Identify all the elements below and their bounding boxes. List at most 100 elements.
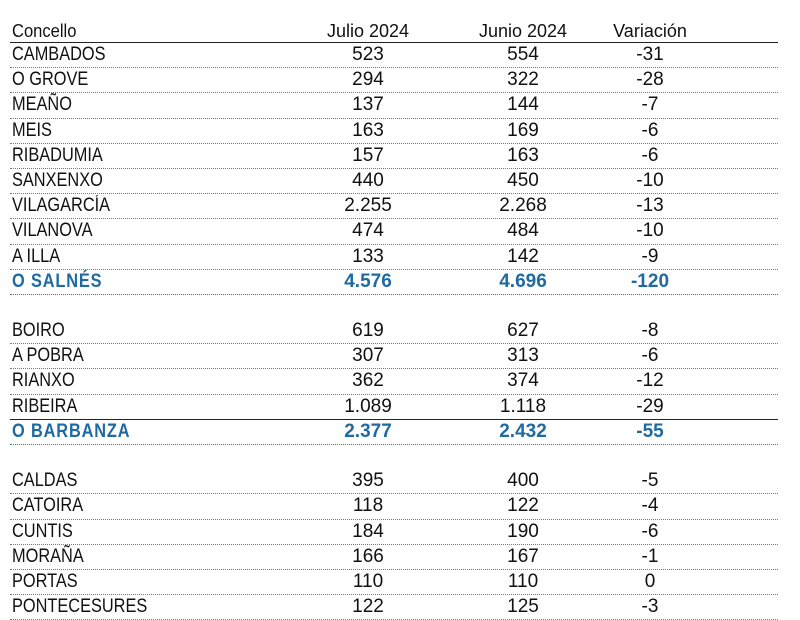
- concello-cell: CALDAS: [12, 470, 78, 492]
- concello-cell: O BARBANZA: [12, 420, 131, 442]
- junio-cell: 110: [507, 570, 539, 592]
- concello-cell: SANXENXO: [12, 169, 103, 191]
- table-row: O GROVE 294 322 -28: [10, 68, 778, 94]
- variacion-cell: -31: [636, 44, 664, 65]
- header-variacion: Variación: [613, 21, 687, 41]
- concello-cell: PORTAS: [12, 570, 78, 592]
- table-row: A ILLA 133 142 -9: [10, 245, 778, 270]
- junio-cell: 190: [507, 520, 539, 542]
- variacion-cell: -8: [641, 320, 659, 342]
- concello-cell: CAMBADOS: [12, 44, 106, 65]
- concello-cell: O GROVE: [12, 69, 89, 91]
- concello-cell: RIBEIRA: [12, 395, 78, 417]
- variacion-cell: -5: [641, 470, 659, 492]
- variacion-cell: -10: [636, 220, 664, 242]
- concello-cell: MEAÑO: [12, 94, 72, 116]
- table-row: VILAGARCÍA 2.255 2.268 -13: [10, 194, 778, 220]
- table-row: RIBADUMIA 157 163 -6: [10, 144, 778, 169]
- table-row: CUNTIS 184 190 -6: [10, 520, 778, 545]
- variacion-cell: -13: [636, 195, 664, 217]
- julio-cell: 523: [352, 44, 384, 65]
- julio-cell: 166: [352, 545, 384, 567]
- group-spacer: [10, 295, 778, 319]
- julio-cell: 118: [352, 495, 384, 517]
- junio-cell: 167: [507, 545, 539, 567]
- variacion-cell: -7: [641, 94, 659, 116]
- julio-cell: 184: [352, 520, 384, 542]
- julio-cell: 474: [352, 220, 384, 242]
- variacion-cell: -4: [641, 495, 659, 517]
- julio-cell: 137: [352, 94, 384, 116]
- junio-cell: 627: [507, 320, 539, 342]
- junio-cell: 400: [507, 470, 539, 492]
- variacion-cell: -55: [636, 420, 664, 442]
- header-concello: Concello: [12, 21, 77, 41]
- junio-cell: 484: [507, 220, 539, 242]
- table-row: CALDAS 395 400 -5: [10, 469, 778, 495]
- julio-cell: 2.377: [344, 420, 392, 442]
- junio-cell: 554: [507, 44, 539, 65]
- concello-cell: A ILLA: [12, 245, 61, 267]
- table-row: A POBRA 307 313 -6: [10, 344, 778, 370]
- subtotal-row: O SALNÉS 4.576 4.696 -120: [10, 270, 778, 295]
- julio-cell: 395: [352, 470, 384, 492]
- junio-cell: 2.268: [499, 195, 547, 217]
- julio-cell: 110: [352, 570, 384, 592]
- table-row: BOIRO 619 627 -8: [10, 319, 778, 345]
- julio-cell: 362: [352, 370, 384, 392]
- julio-cell: 163: [352, 119, 384, 141]
- julio-cell: 4.576: [344, 270, 392, 292]
- concello-cell: CUNTIS: [12, 520, 73, 542]
- junio-cell: 2.432: [499, 420, 547, 442]
- concello-cell: CATOIRA: [12, 495, 84, 517]
- julio-cell: 294: [352, 69, 384, 91]
- variacion-cell: 0: [644, 570, 656, 592]
- concello-cell: VILAGARCÍA: [12, 195, 111, 217]
- julio-cell: 619: [352, 320, 384, 342]
- junio-cell: 313: [507, 345, 539, 367]
- junio-cell: 4.696: [499, 270, 547, 292]
- variacion-cell: -29: [636, 395, 664, 417]
- table-row: MEAÑO 137 144 -7: [10, 93, 778, 119]
- variacion-cell: -6: [641, 144, 659, 166]
- concello-cell: RIANXO: [12, 370, 75, 392]
- junio-cell: 142: [507, 245, 539, 267]
- table-body: CAMBADOS 523 554 -31 O GROVE 294 322 -28 MEAÑO 13…: [10, 43, 778, 620]
- group-spacer: [10, 445, 778, 469]
- table-row: PORTAS 110 110 0: [10, 570, 778, 596]
- variacion-cell: -9: [641, 245, 659, 267]
- junio-cell: 322: [507, 69, 539, 91]
- table-row: CAMBADOS 523 554 -31: [10, 43, 778, 69]
- variacion-cell: -6: [641, 345, 659, 367]
- concello-cell: RIBADUMIA: [12, 144, 103, 166]
- concello-cell: MEIS: [12, 119, 52, 141]
- table-header: Concello Julio 2024 Junio 2024 Variación: [10, 20, 778, 43]
- junio-cell: 144: [507, 94, 539, 116]
- variacion-cell: -10: [636, 169, 664, 191]
- variacion-cell: -1: [641, 545, 659, 567]
- concello-cell: BOIRO: [12, 320, 65, 342]
- julio-cell: 2.255: [344, 195, 392, 217]
- concello-cell: MORAÑA: [12, 545, 84, 567]
- variacion-cell: -6: [641, 119, 659, 141]
- header-julio-2024: Julio 2024: [326, 21, 410, 41]
- header-junio-2024: Junio 2024: [478, 21, 568, 41]
- junio-cell: 450: [507, 169, 539, 191]
- julio-cell: 1.089: [344, 395, 392, 417]
- concello-cell: VILANOVA: [12, 220, 93, 242]
- table-row: RIANXO 362 374 -12: [10, 369, 778, 395]
- table-row: MEIS 163 169 -6: [10, 119, 778, 144]
- junio-cell: 169: [507, 119, 539, 141]
- table-row: CATOIRA 118 122 -4: [10, 494, 778, 520]
- junio-cell: 374: [507, 370, 539, 392]
- junio-cell: 125: [507, 596, 539, 618]
- junio-cell: 163: [507, 144, 539, 166]
- table-row: MORAÑA 166 167 -1: [10, 545, 778, 570]
- variacion-cell: -6: [641, 520, 659, 542]
- concello-cell: PONTECESURES: [12, 596, 148, 618]
- table-row: RIBEIRA 1.089 1.118 -29: [10, 395, 778, 420]
- table-row: SANXENXO 440 450 -10: [10, 169, 778, 195]
- concello-cell: A POBRA: [12, 345, 84, 367]
- variacion-cell: -3: [641, 596, 659, 618]
- julio-cell: 122: [352, 596, 384, 618]
